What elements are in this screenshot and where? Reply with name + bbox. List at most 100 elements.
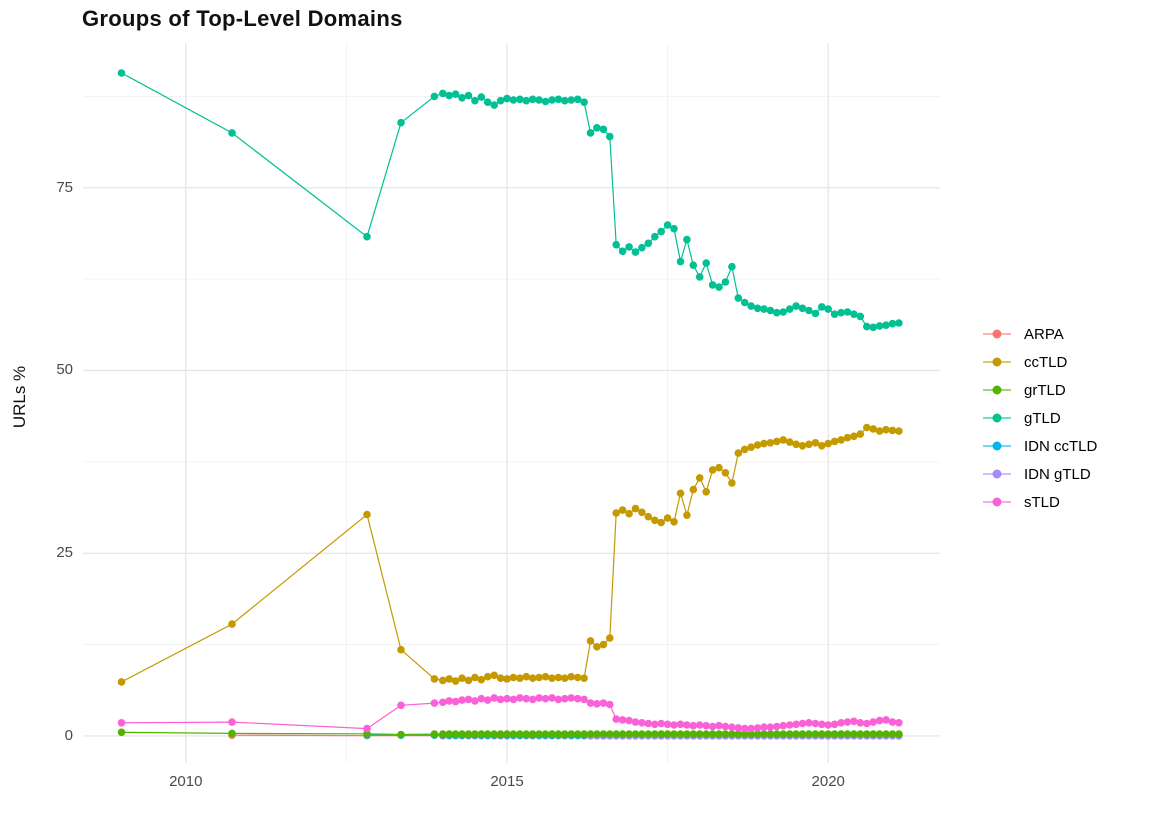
series-gtld xyxy=(117,69,903,332)
data-point xyxy=(818,730,826,738)
legend-label: IDN ccTLD xyxy=(1024,437,1098,455)
data-point xyxy=(875,322,884,330)
data-point xyxy=(785,438,794,446)
data-point xyxy=(567,694,575,702)
data-point xyxy=(869,425,877,433)
data-point xyxy=(869,718,877,726)
data-point xyxy=(805,306,813,315)
data-point xyxy=(721,469,730,477)
data-point xyxy=(451,730,460,738)
data-point xyxy=(740,730,749,738)
data-point xyxy=(580,98,588,106)
data-point xyxy=(612,715,620,723)
data-point xyxy=(503,94,511,103)
data-point xyxy=(895,319,903,327)
data-point xyxy=(445,91,454,100)
data-point xyxy=(586,730,595,738)
data-point xyxy=(651,730,659,738)
data-point xyxy=(811,309,820,318)
data-point xyxy=(363,730,371,738)
data-point xyxy=(734,294,743,302)
data-point xyxy=(612,509,620,517)
data-point xyxy=(728,723,736,731)
data-point xyxy=(535,96,543,104)
data-point xyxy=(503,694,511,703)
data-point xyxy=(728,730,736,738)
data-point xyxy=(895,730,903,738)
data-point xyxy=(651,516,659,525)
data-point xyxy=(638,243,646,252)
data-point xyxy=(798,304,807,313)
data-point xyxy=(612,240,620,249)
data-point xyxy=(869,730,877,738)
data-point xyxy=(593,124,601,132)
data-point xyxy=(895,719,903,727)
data-point xyxy=(522,96,531,105)
data-point xyxy=(535,730,543,738)
data-point xyxy=(676,257,685,266)
legend-item-arpa: ARPA xyxy=(982,320,1097,348)
data-point xyxy=(522,672,531,681)
data-point xyxy=(430,675,439,683)
data-point xyxy=(882,730,890,738)
data-point xyxy=(541,97,550,106)
data-point xyxy=(593,643,601,651)
data-point xyxy=(798,442,807,450)
data-point xyxy=(740,298,749,307)
data-point xyxy=(496,730,505,738)
legend-item-grtld: grTLD xyxy=(982,376,1097,404)
data-point xyxy=(747,443,755,452)
legend-key-icon xyxy=(983,413,1011,423)
data-point xyxy=(528,674,537,682)
data-point xyxy=(734,449,743,457)
data-point xyxy=(728,479,736,487)
data-point xyxy=(702,488,710,496)
data-point xyxy=(593,700,601,708)
data-point xyxy=(740,724,749,733)
data-point xyxy=(464,91,473,100)
series-line xyxy=(121,72,899,328)
data-point xyxy=(824,305,832,313)
data-point xyxy=(753,304,762,313)
legend-label: IDN gTLD xyxy=(1024,465,1091,483)
y-tick-label: 50 xyxy=(56,361,73,379)
data-point xyxy=(644,512,653,521)
data-point xyxy=(773,437,781,446)
data-point xyxy=(715,721,723,730)
data-point xyxy=(516,730,524,738)
data-point xyxy=(663,514,672,522)
data-point xyxy=(644,239,653,248)
data-point xyxy=(439,698,447,707)
data-point xyxy=(606,634,614,642)
data-point xyxy=(850,730,858,738)
data-point xyxy=(573,673,582,682)
data-point xyxy=(708,466,717,474)
data-point xyxy=(830,437,839,446)
data-point xyxy=(490,101,499,109)
data-point xyxy=(683,235,691,244)
data-point xyxy=(702,730,710,738)
data-point xyxy=(863,423,871,432)
data-point xyxy=(856,719,865,727)
data-point xyxy=(779,721,787,730)
data-point xyxy=(792,730,800,738)
data-point xyxy=(631,504,640,513)
data-point xyxy=(837,436,845,444)
chart-title: Groups of Top-Level Domains xyxy=(82,6,403,31)
data-point xyxy=(837,308,845,317)
data-point xyxy=(528,730,537,738)
data-point xyxy=(631,248,640,256)
data-point xyxy=(573,694,582,703)
data-point xyxy=(721,722,730,731)
data-point xyxy=(830,720,839,729)
data-point xyxy=(888,426,897,435)
legend-label: gTLD xyxy=(1024,409,1061,427)
data-point xyxy=(644,730,653,738)
data-point xyxy=(397,118,405,127)
data-point xyxy=(824,730,832,738)
data-point xyxy=(516,694,524,702)
data-point xyxy=(430,730,439,738)
data-point xyxy=(483,672,492,681)
data-point xyxy=(811,719,820,728)
data-point xyxy=(471,697,479,705)
